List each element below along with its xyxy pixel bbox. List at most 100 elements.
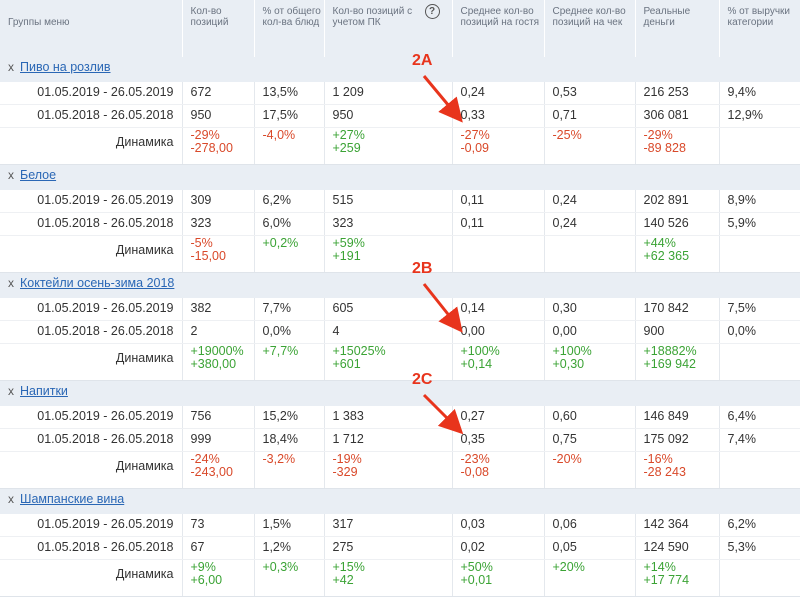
group-row: x Напитки bbox=[0, 380, 800, 406]
group-name-link[interactable]: Напитки bbox=[20, 384, 68, 398]
group-name-link[interactable]: Белое bbox=[20, 168, 57, 182]
remove-group-icon[interactable]: x bbox=[8, 276, 14, 290]
value-cell: 7,7% bbox=[254, 298, 325, 321]
value-cell: 2 bbox=[182, 320, 255, 344]
value-cell: 6,4% bbox=[719, 406, 800, 429]
dynamics-cell: +100% +0,30 bbox=[544, 343, 636, 381]
dynamics-value: +259 bbox=[332, 141, 361, 155]
value-cell: 0,53 bbox=[544, 82, 636, 105]
dynamics-cell: +50% +0,01 bbox=[452, 559, 545, 597]
dynamics-value: -19% bbox=[332, 452, 362, 466]
value-cell: 275 bbox=[324, 536, 453, 560]
dynamics-cell: -5% -15,00 bbox=[182, 235, 255, 273]
dynamics-cell: -4,0% bbox=[254, 127, 325, 165]
value-cell: 1 383 bbox=[324, 406, 453, 429]
group-cell: x Шампанские вина bbox=[0, 488, 800, 514]
period-cell: 01.05.2019 - 26.05.2019 bbox=[0, 514, 183, 537]
value-cell: 5,3% bbox=[719, 536, 800, 560]
dynamics-cell: -16% -28 243 bbox=[635, 451, 720, 489]
group-name-link[interactable]: Шампанские вина bbox=[20, 492, 125, 506]
value-cell: 1,5% bbox=[254, 514, 325, 537]
dynamics-cell: +20% bbox=[544, 559, 636, 597]
value-cell: 515 bbox=[324, 190, 453, 213]
value-cell: 605 bbox=[324, 298, 453, 321]
dynamics-row: Динамика +9% +6,00 +0,3% +15% +42 +50% +0,01 +20… bbox=[0, 559, 800, 597]
annotation-label: 2C bbox=[412, 371, 433, 388]
dynamics-label: Динамика bbox=[0, 559, 183, 597]
group-name-link[interactable]: Коктейли осень-зима 2018 bbox=[20, 276, 175, 290]
dynamics-value: +42 bbox=[332, 573, 354, 587]
table-header: Группы меню Кол-во позиций % от общего к… bbox=[0, 0, 800, 57]
value-cell: 142 364 bbox=[635, 514, 720, 537]
dynamics-value: +100% bbox=[552, 344, 592, 358]
table-row: 01.05.2018 - 26.05.2018 2 0,0% 4 0,00 0,00 900… bbox=[0, 320, 800, 344]
dynamics-cell: +9% +6,00 bbox=[182, 559, 255, 597]
value-cell: 323 bbox=[324, 212, 453, 236]
table-row: 01.05.2018 - 26.05.2018 323 6,0% 323 0,11 0,2… bbox=[0, 212, 800, 236]
header-real-money: Реальные деньги bbox=[635, 0, 720, 57]
remove-group-icon[interactable]: x bbox=[8, 384, 14, 398]
value-cell: 1,2% bbox=[254, 536, 325, 560]
dynamics-cell bbox=[544, 235, 636, 273]
dynamics-value: -28 243 bbox=[643, 465, 686, 479]
value-cell: 1 712 bbox=[324, 428, 453, 452]
dynamics-value: +0,30 bbox=[552, 357, 585, 371]
value-cell: 0,0% bbox=[254, 320, 325, 344]
dynamics-value: -243,00 bbox=[190, 465, 233, 479]
dynamics-value: -278,00 bbox=[190, 141, 233, 155]
dynamics-cell: +19000% +380,00 bbox=[182, 343, 255, 381]
dynamics-value: -89 828 bbox=[643, 141, 686, 155]
value-cell: 0,0% bbox=[719, 320, 800, 344]
value-cell: 900 bbox=[635, 320, 720, 344]
value-cell: 0,24 bbox=[544, 212, 636, 236]
period-cell: 01.05.2018 - 26.05.2018 bbox=[0, 212, 183, 236]
dynamics-value: -25% bbox=[552, 128, 582, 142]
dynamics-value: -0,09 bbox=[460, 141, 490, 155]
value-cell: 950 bbox=[182, 104, 255, 128]
remove-group-icon[interactable]: x bbox=[8, 60, 14, 74]
table-row: 01.05.2018 - 26.05.2018 950 17,5% 950 0,33 0,… bbox=[0, 104, 800, 128]
dynamics-value: +15025% bbox=[332, 344, 386, 358]
group-row: x Шампанские вина bbox=[0, 488, 800, 514]
value-cell: 202 891 bbox=[635, 190, 720, 213]
dynamics-value: +7,7% bbox=[262, 344, 299, 358]
value-cell: 0,06 bbox=[544, 514, 636, 537]
value-cell: 6,0% bbox=[254, 212, 325, 236]
dynamics-value: +20% bbox=[552, 560, 585, 574]
group-name-link[interactable]: Пиво на розлив bbox=[20, 60, 111, 74]
dynamics-cell: +18882% +169 942 bbox=[635, 343, 720, 381]
dynamics-value: +50% bbox=[460, 560, 493, 574]
value-cell: 5,9% bbox=[719, 212, 800, 236]
table-row: 01.05.2019 - 26.05.2019 73 1,5% 317 0,03 0,06… bbox=[0, 514, 800, 537]
dynamics-cell bbox=[452, 235, 545, 273]
value-cell: 6,2% bbox=[254, 190, 325, 213]
dynamics-value: +0,2% bbox=[262, 236, 299, 250]
dynamics-value: -0,08 bbox=[460, 465, 490, 479]
period-cell: 01.05.2019 - 26.05.2019 bbox=[0, 406, 183, 429]
dynamics-cell: +59% +191 bbox=[324, 235, 453, 273]
value-cell: 0,14 bbox=[452, 298, 545, 321]
remove-group-icon[interactable]: x bbox=[8, 168, 14, 182]
value-cell: 0,11 bbox=[452, 212, 545, 236]
dynamics-cell: -3,2% bbox=[254, 451, 325, 489]
value-cell: 0,60 bbox=[544, 406, 636, 429]
value-cell: 0,02 bbox=[452, 536, 545, 560]
dynamics-label: Динамика bbox=[0, 235, 183, 273]
remove-group-icon[interactable]: x bbox=[8, 492, 14, 506]
dynamics-value: +191 bbox=[332, 249, 361, 263]
value-cell: 67 bbox=[182, 536, 255, 560]
table-row: 01.05.2018 - 26.05.2018 999 18,4% 1 712 0,35… bbox=[0, 428, 800, 452]
value-cell: 0,30 bbox=[544, 298, 636, 321]
value-cell: 124 590 bbox=[635, 536, 720, 560]
dynamics-value: +169 942 bbox=[643, 357, 696, 371]
value-cell: 0,05 bbox=[544, 536, 636, 560]
group-row: x Пиво на розлив bbox=[0, 57, 800, 82]
value-cell: 0,24 bbox=[452, 82, 545, 105]
dynamics-value: +0,01 bbox=[460, 573, 493, 587]
dynamics-label: Динамика bbox=[0, 127, 183, 165]
annotation-label: 2B bbox=[412, 260, 433, 277]
dynamics-value: -16% bbox=[643, 452, 673, 466]
group-row: x Белое bbox=[0, 164, 800, 190]
help-icon[interactable]: ? bbox=[424, 4, 440, 19]
period-cell: 01.05.2019 - 26.05.2019 bbox=[0, 298, 183, 321]
